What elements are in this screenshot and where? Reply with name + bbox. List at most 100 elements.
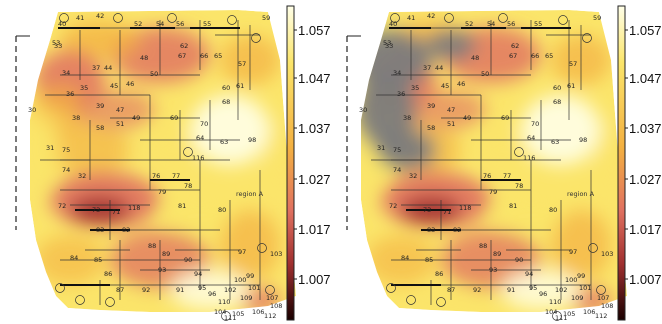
bus-label: 66 xyxy=(200,52,208,60)
colorbar-tick-label: 1.007 xyxy=(298,272,331,287)
bus-label: 42 xyxy=(427,12,435,20)
bus-label: 80 xyxy=(218,206,226,214)
colorbar-tick-label: 1.037 xyxy=(629,121,662,136)
bus-label: 85 xyxy=(425,256,433,264)
bus-label: 31 xyxy=(46,144,54,152)
colorbar-frame xyxy=(617,5,626,321)
bus-label: 93 xyxy=(158,266,166,274)
bus-label: 76 xyxy=(152,172,160,180)
bus-label: 68 xyxy=(553,98,561,106)
bus-label: 97 xyxy=(238,248,246,256)
bus-label: 110 xyxy=(549,298,561,306)
bus-label: 91 xyxy=(507,286,515,294)
bus-label: 59 xyxy=(262,14,270,22)
bus-label: 110 xyxy=(218,298,230,306)
right-heatmap-panel: 40 41 42 52 54 56 55 59 53 34 37 44 45 46 62 67 66 65 60 61… xyxy=(331,0,662,324)
region-label: region A xyxy=(567,190,595,198)
bus-label: 75 xyxy=(62,146,70,154)
colorbar: 1.057 1.047 1.037 1.027 1.017 1.007 xyxy=(617,5,662,321)
bus-label: 34 xyxy=(62,69,70,77)
heat-blob xyxy=(406,90,486,130)
colorbar-tick-label: 1.037 xyxy=(298,121,331,136)
bus-label: 49 xyxy=(132,114,140,122)
bus-label: 97 xyxy=(569,248,577,256)
bus-label: 62 xyxy=(180,42,188,50)
bus-label: 82 xyxy=(122,226,130,234)
colorbar: 1.057 1.047 1.037 1.027 1.017 1.007 xyxy=(286,5,331,321)
bus-label: 109 xyxy=(571,294,583,302)
bus-label: 98 xyxy=(579,136,587,144)
colorbar-tick-label: 1.057 xyxy=(629,23,662,38)
bus-label: 86 xyxy=(435,270,443,278)
colorbar-tick-label: 1.027 xyxy=(629,172,662,187)
bus-label: 107 xyxy=(597,294,609,302)
bus-label: 71 xyxy=(443,208,451,216)
bus-label: 30 xyxy=(28,106,36,114)
heat-blob xyxy=(551,210,611,280)
bus-label: 81 xyxy=(509,202,517,210)
bus-label: 74 xyxy=(62,166,70,174)
bus-label: 83 xyxy=(96,226,104,234)
bus-label: 92 xyxy=(142,286,150,294)
bus-label: 42 xyxy=(96,12,104,20)
generator-icon xyxy=(406,295,416,305)
colorbar-frame xyxy=(286,5,295,321)
bus-label: 38 xyxy=(403,114,411,122)
generator-icon xyxy=(221,311,231,321)
generator-icon xyxy=(113,13,123,23)
bus-label: 78 xyxy=(184,182,192,190)
generator-icon xyxy=(498,13,508,23)
bus-label: 72 xyxy=(389,202,397,210)
bus-label: 67 xyxy=(178,52,186,60)
bus-label: 53 xyxy=(52,39,60,47)
bus-label: 32 xyxy=(78,172,86,180)
bus-label: 57 xyxy=(238,60,246,68)
generator-icon xyxy=(444,13,454,23)
bus-label: 79 xyxy=(158,188,166,196)
bus-label: 54 xyxy=(156,20,164,28)
bus-label: 65 xyxy=(214,52,222,60)
bus-label: 111 xyxy=(224,314,236,322)
bus-label: 101 xyxy=(579,284,591,292)
bus-label: 116 xyxy=(523,154,535,162)
bus-label: 83 xyxy=(427,226,435,234)
bus-label: 89 xyxy=(493,250,501,258)
bus-label: 45 xyxy=(110,82,118,90)
colorbar-tick-label: 1.017 xyxy=(298,222,331,237)
bus-label: 71 xyxy=(112,208,120,216)
bus-label: 100 xyxy=(565,276,577,284)
bus-label: 76 xyxy=(483,172,491,180)
bus-label: 112 xyxy=(264,312,276,320)
bus-label: 70 xyxy=(200,120,208,128)
bus-label: 102 xyxy=(555,286,567,294)
bus-label: 53 xyxy=(383,39,391,47)
bus-label: 107 xyxy=(266,294,278,302)
generator-icon xyxy=(257,243,267,253)
bus-label: 104 xyxy=(545,308,557,316)
bus-label: 103 xyxy=(270,250,282,258)
bus-label: 33 xyxy=(385,42,393,50)
left-heatmap-svg: 40 41 42 52 54 56 55 59 53 34 37 44 45 46 62 67 66 65 60 61… xyxy=(15,5,331,322)
generator-icon xyxy=(558,15,568,25)
bus-label: 58 xyxy=(427,124,435,132)
bus-label: 109 xyxy=(240,294,252,302)
generator-icon xyxy=(59,13,69,23)
bus-label: 63 xyxy=(220,138,228,146)
bus-label: 36 xyxy=(66,90,74,98)
bus-label: 35 xyxy=(80,84,88,92)
generator-icon xyxy=(251,33,261,43)
bus-label: 44 xyxy=(104,64,112,72)
bus-label: 45 xyxy=(441,82,449,90)
generator-icon xyxy=(386,283,396,293)
bus-label: 56 xyxy=(507,20,515,28)
generator-icon xyxy=(75,295,85,305)
bus-label: 55 xyxy=(534,20,542,28)
bus-label: 52 xyxy=(134,20,142,28)
bus-label: 64 xyxy=(527,134,535,142)
bus-label: 100 xyxy=(234,276,246,284)
bus-label: 54 xyxy=(487,20,495,28)
generator-icon xyxy=(227,15,237,25)
generator-icon xyxy=(588,243,598,253)
bus-label: 41 xyxy=(76,14,84,22)
bus-label: 118 xyxy=(128,204,140,212)
